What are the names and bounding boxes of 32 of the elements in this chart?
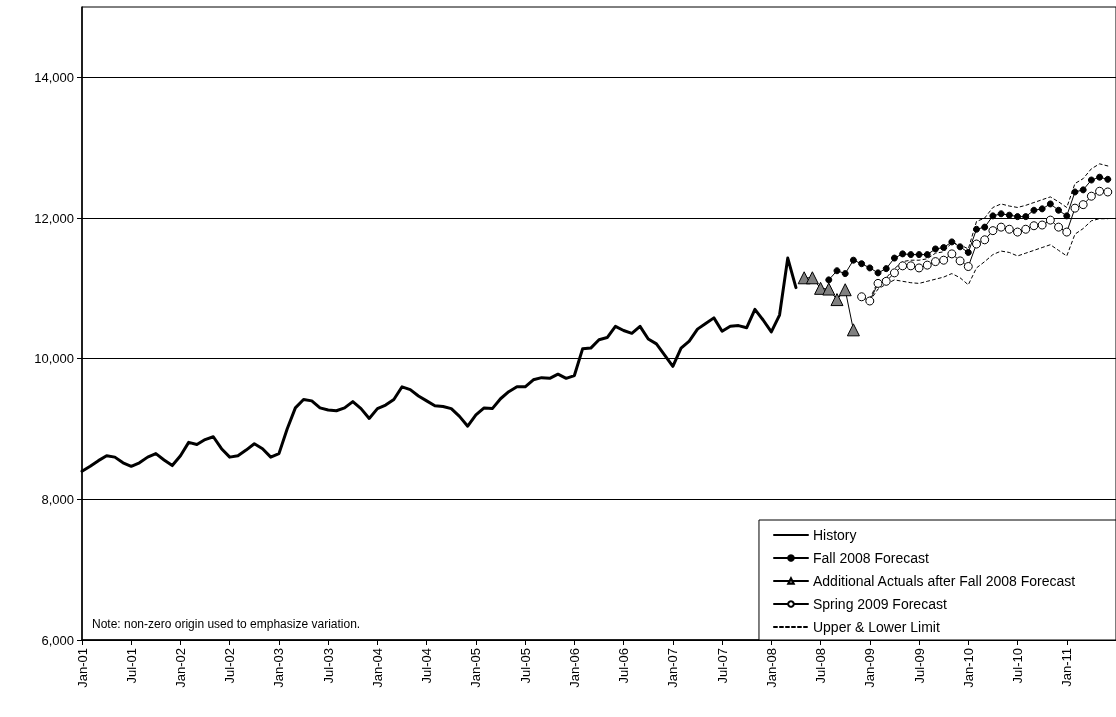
legend-label: Spring 2009 Forecast <box>812 596 947 612</box>
x-tick-label: Jul-09 <box>911 648 927 684</box>
x-tick-label: Jan-04 <box>369 648 385 688</box>
annotation: Note: non-zero origin used to emphasize variation. <box>92 617 361 631</box>
x-tick-label: Jan-06 <box>566 648 582 688</box>
legend-label: Upper & Lower Limit <box>812 619 940 635</box>
y-tick-label: 10,000 <box>34 351 74 367</box>
y-tick-label: 6,000 <box>41 632 74 648</box>
x-tick-label: Jan-10 <box>960 648 976 688</box>
x-tick-label: Jul-08 <box>813 648 829 684</box>
x-tick-label: Jul-04 <box>419 648 435 684</box>
x-tick-label: Jan-01 <box>74 648 90 688</box>
x-tick-label: Jul-06 <box>616 648 632 684</box>
y-tick-label: 8,000 <box>41 491 74 507</box>
legend-label: Additional Actuals after Fall 2008 Forecast <box>812 573 1076 589</box>
x-tick-label: Jan-07 <box>665 648 681 688</box>
x-tick-label: Jan-02 <box>172 648 188 688</box>
x-tick-label: Jan-09 <box>862 648 878 688</box>
x-tick-label: Jan-11 <box>1059 648 1075 687</box>
x-tick-label: Jan-05 <box>468 648 484 688</box>
x-tick-label: Jul-01 <box>123 648 139 684</box>
x-tick-label: Jul-05 <box>517 648 533 684</box>
y-tick-label: 12,000 <box>34 210 74 226</box>
x-tick-label: Jul-02 <box>222 648 238 684</box>
x-tick-label: Jul-10 <box>1010 648 1026 684</box>
legend-label: Fall 2008 Forecast <box>812 550 930 566</box>
legend-label: History <box>812 527 857 543</box>
x-tick-label: Jul-07 <box>714 648 730 684</box>
y-tick-label: 14,000 <box>34 69 74 85</box>
x-tick-label: Jan-03 <box>271 648 287 688</box>
x-tick-label: Jan-08 <box>763 648 779 688</box>
x-tick-label: Jul-03 <box>320 648 336 684</box>
